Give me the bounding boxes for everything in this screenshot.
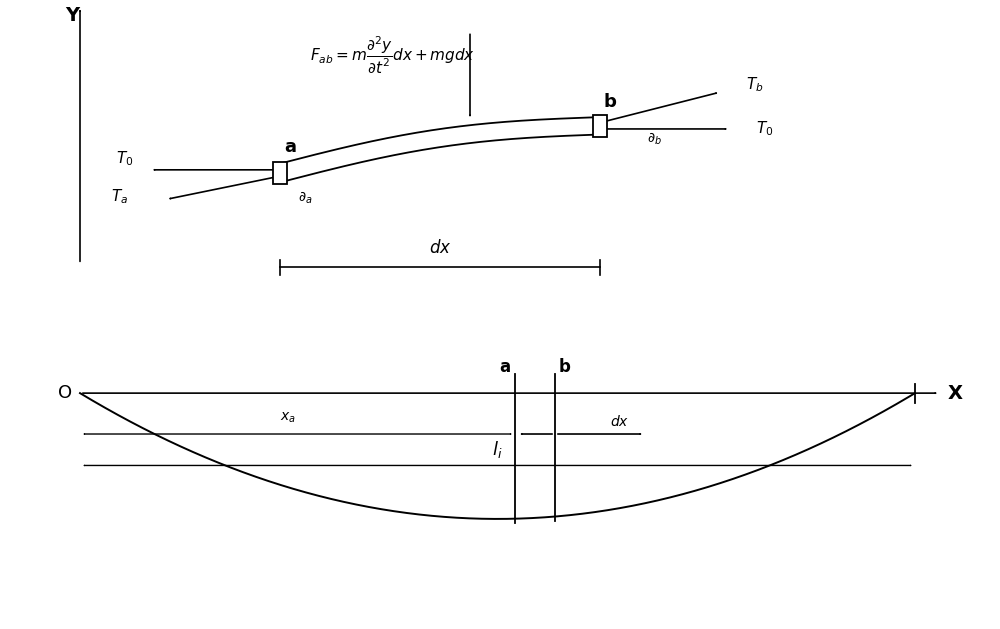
Text: $T_b$: $T_b$ [746, 75, 764, 94]
Text: b: b [559, 358, 571, 376]
Polygon shape [593, 114, 607, 137]
Text: a: a [499, 358, 511, 376]
Text: $T_a$: $T_a$ [111, 187, 129, 206]
Text: $\partial_a$: $\partial_a$ [298, 190, 312, 206]
Text: X: X [948, 384, 962, 403]
Text: $T_0$: $T_0$ [116, 150, 134, 169]
Text: $dx$: $dx$ [429, 240, 451, 257]
Text: $\partial_b$: $\partial_b$ [647, 130, 663, 147]
Text: Y: Y [65, 6, 79, 25]
Text: O: O [58, 384, 72, 402]
Text: $l_i$: $l_i$ [492, 439, 503, 460]
Text: $dx$: $dx$ [610, 414, 630, 429]
Text: $x_a$: $x_a$ [280, 411, 295, 425]
Text: $F_{ab}=m\dfrac{\partial^2 y}{\partial t^2}dx+mgdx$: $F_{ab}=m\dfrac{\partial^2 y}{\partial t… [310, 35, 475, 75]
Polygon shape [273, 162, 287, 184]
Text: a: a [284, 138, 296, 156]
Text: $T_0$: $T_0$ [756, 120, 774, 138]
Text: b: b [604, 92, 616, 111]
